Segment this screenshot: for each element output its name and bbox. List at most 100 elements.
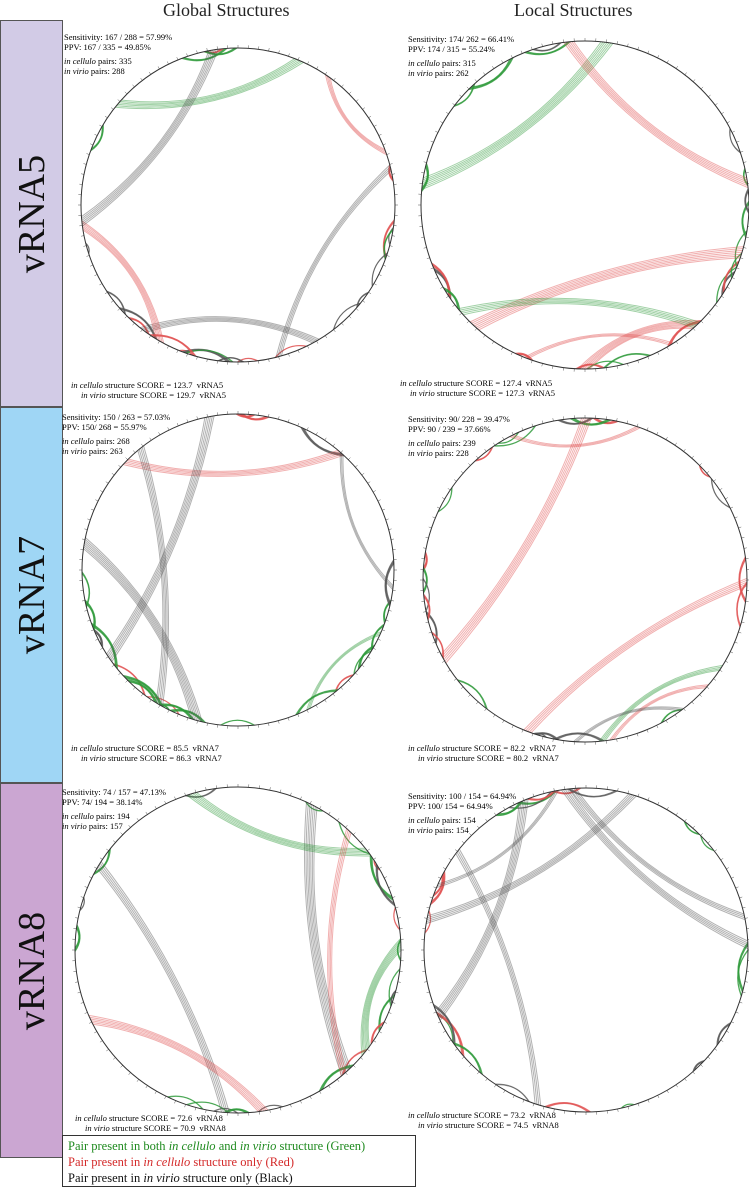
base-pair-arc <box>369 854 394 901</box>
base-pair-arc <box>515 352 534 361</box>
base-pair-arc <box>424 909 432 934</box>
tick-mark <box>616 738 618 742</box>
base-pair-arc <box>589 327 693 370</box>
base-pair-arc <box>532 42 562 52</box>
base-pair-arc <box>423 566 428 594</box>
sensitivity-text: Sensitivity: 167 / 288 = 57.99% <box>64 32 173 42</box>
base-pair-arc <box>128 449 339 472</box>
base-pair-arc <box>603 353 651 369</box>
tick-mark <box>81 235 85 237</box>
base-pair-arc <box>81 50 212 220</box>
base-pair-arc <box>523 577 748 731</box>
base-pair-arc <box>569 788 746 921</box>
base-pair-arc <box>587 326 695 370</box>
tick-mark <box>81 173 85 175</box>
base-pair-arc <box>295 689 339 716</box>
base-pair-arc <box>426 795 637 924</box>
base-pair-arc <box>524 41 571 56</box>
tick-mark <box>388 886 392 888</box>
tick-mark <box>290 1104 292 1108</box>
tick-mark <box>355 308 359 311</box>
sequence-circle <box>423 787 749 1113</box>
cellulo-pairs: in cellulo pairs: 154 <box>408 815 476 825</box>
base-pair-arc <box>124 453 343 476</box>
tick-mark <box>360 1057 363 1060</box>
base-pair-arc <box>426 794 633 921</box>
tick-mark <box>474 79 478 82</box>
base-pair-arc <box>600 666 722 742</box>
base-pair-arc <box>329 831 351 1074</box>
base-pair-arc <box>576 708 681 743</box>
tick-mark <box>743 547 747 549</box>
base-pair-arc <box>143 445 170 707</box>
base-pair-arc <box>304 801 324 812</box>
base-pair-arc <box>509 427 641 448</box>
base-pair-arc <box>361 940 402 1055</box>
base-pair-arc <box>433 1003 456 1046</box>
virio-pairs: in virio pairs: 154 <box>408 825 469 835</box>
tick-mark <box>158 432 161 436</box>
base-pair-arc <box>300 426 345 457</box>
base-pair-arc <box>138 449 165 704</box>
base-pair-arc <box>457 297 700 323</box>
tick-mark <box>493 442 496 446</box>
legend-black: Pair present in in virio structure only … <box>68 1171 293 1185</box>
tick-mark <box>373 283 377 286</box>
base-pair-arc <box>185 349 234 363</box>
base-pair-arc <box>329 77 386 150</box>
base-pair-arc <box>436 801 522 1014</box>
base-pair-arc <box>571 41 748 181</box>
ppv-text: PPV: 167 / 335 = 49.85% <box>64 42 151 52</box>
base-pair-arc <box>552 787 582 795</box>
tick-mark <box>348 315 352 319</box>
base-pair-arc <box>118 59 299 105</box>
virio-pairs: in virio pairs: 228 <box>408 448 469 458</box>
cellulo-pairs: in cellulo pairs: 315 <box>408 58 476 68</box>
base-pair-arc <box>422 41 606 183</box>
base-pair-arc <box>97 866 224 1113</box>
stats-vrna8-local: Sensitivity: 100 / 154 = 64.94% PPV: 100… <box>408 791 516 835</box>
base-pair-arc <box>141 446 168 706</box>
base-pair-arc <box>362 942 402 1053</box>
tick-mark <box>184 1104 186 1108</box>
base-pair-arc <box>443 286 461 312</box>
base-pair-arc <box>85 242 90 255</box>
base-pair-arc <box>332 302 361 331</box>
base-pair-arc <box>373 859 381 871</box>
sensitivity-text: Sensitivity: 174/ 262 = 66.41% <box>408 34 515 44</box>
tick-mark <box>700 86 704 90</box>
base-pair-arc <box>443 417 588 660</box>
base-pair-arc <box>108 416 210 658</box>
stats-vrna5-global: Sensitivity: 167 / 288 = 57.99% PPV: 167… <box>64 32 172 76</box>
virio-pairs: in virio pairs: 262 <box>408 68 469 78</box>
base-pair-arc <box>475 253 742 328</box>
base-pair-arc <box>120 58 297 104</box>
base-pair-arc <box>306 631 382 711</box>
base-pair-arc <box>583 323 698 370</box>
base-pair-arc <box>438 800 525 1018</box>
base-pair-arc <box>145 320 314 344</box>
tick-mark <box>744 981 748 983</box>
base-pair-arc <box>683 820 700 836</box>
base-pair-arc <box>444 417 590 662</box>
base-pair-arc <box>92 1023 259 1113</box>
base-pair-arc <box>427 793 632 919</box>
tick-mark <box>316 340 319 344</box>
base-pair-arc <box>309 634 380 709</box>
base-pair-arc <box>396 938 401 962</box>
base-pair-arc <box>149 334 197 357</box>
tick-mark <box>743 611 747 613</box>
base-pair-arc <box>181 48 228 62</box>
base-pair-arc <box>431 631 445 659</box>
base-pair-arc <box>738 556 746 603</box>
sequence-circle <box>81 413 395 727</box>
base-pair-arc <box>528 583 748 733</box>
base-pair-arc <box>729 128 741 154</box>
base-pair-arc <box>257 1104 284 1113</box>
ppv-text: PPV: 74/ 194 = 38.14% <box>62 797 143 807</box>
base-pair-arc <box>698 465 711 478</box>
base-pair-arc <box>307 803 346 1074</box>
tick-mark <box>447 669 451 672</box>
tick-mark <box>186 717 189 721</box>
